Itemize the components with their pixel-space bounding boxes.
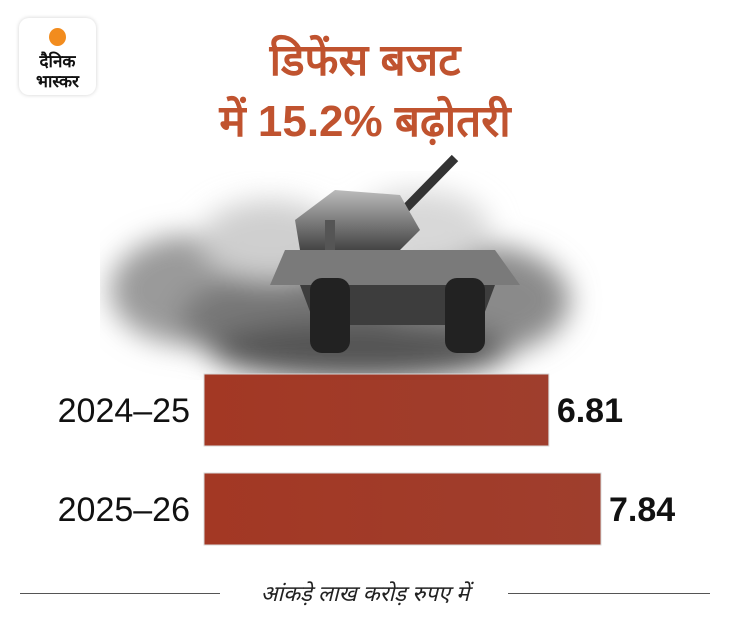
footer-divider-right (508, 593, 710, 594)
category-label: 2024–25 (58, 392, 190, 430)
title-line1: डिफेंस बजट (269, 36, 461, 85)
bar-2025–26 (203, 472, 602, 546)
title-line2: में 15.2% बढ़ोतरी (219, 97, 511, 146)
units-note: आंकड़े लाख करोड़ रुपए में (252, 581, 478, 606)
tank (270, 154, 520, 353)
value-label: 7.84 (609, 491, 675, 529)
sun-icon (49, 28, 66, 46)
dainik-bhaskar-logo: दैनिक भास्कर (19, 18, 96, 95)
logo-line1: दैनिक (39, 52, 76, 71)
value-label: 6.81 (557, 392, 623, 430)
bar-2024–25 (203, 373, 550, 447)
tank-illustration (110, 154, 570, 380)
logo-line2: भास्कर (36, 72, 79, 91)
category-label: 2025–26 (58, 491, 190, 529)
footer-divider-left (20, 593, 220, 594)
